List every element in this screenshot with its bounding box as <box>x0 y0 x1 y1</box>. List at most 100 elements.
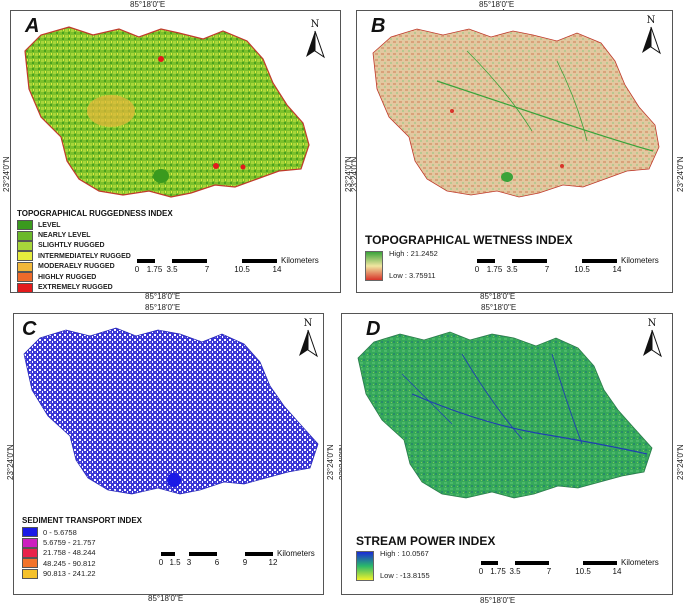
legend-item: 5.6759 - 21.757 <box>22 537 142 548</box>
map-b <box>372 28 660 198</box>
scale-bar-tick-label: 0 <box>474 265 480 274</box>
legend-item: SLIGHTLY RUGGED <box>17 240 173 251</box>
scale-bar-segment <box>477 259 495 263</box>
coord-lon-mid-left: 85°18'0"E <box>145 292 181 301</box>
scale-bar-tick-label: 1.75 <box>146 265 163 274</box>
coord-lon-mid2-right: 85°18'0"E <box>481 303 517 312</box>
coord-lat-b-right: 23°24'0"N <box>676 156 685 192</box>
legend-b: TOPOGRAPHICAL WETNESS INDEX High : 21.24… <box>365 233 573 281</box>
coord-lon-mid-right: 85°18'0"E <box>480 292 516 301</box>
legend-high-d: High : 10.0567 <box>380 549 429 558</box>
legend-item: 0 - 5.6758 <box>22 527 142 538</box>
scale-bar-unit: Kilometers <box>621 256 659 265</box>
scale-bar-tick-label: 9 <box>242 558 248 567</box>
north-arrow-icon: N <box>299 318 318 358</box>
coord-lon-top-left: 85°18'0"E <box>130 0 166 9</box>
scale-bar-tick-label: 3.5 <box>166 265 178 274</box>
panel-a: A N TOPOGRAPHICAL RUGGEDNESS INDEX LEVEL… <box>10 10 341 293</box>
legend-item: HIGHLY RUGGED <box>17 272 173 283</box>
legend-label: 48.245 - 90.812 <box>43 558 96 568</box>
scale-bar-unit: Kilometers <box>277 549 315 558</box>
north-arrow-icon: N <box>642 15 661 55</box>
legend-item: INTERMEDIATELY RUGGED <box>17 251 173 262</box>
legend-title-a: TOPOGRAPHICAL RUGGEDNESS INDEX <box>17 209 173 218</box>
legend-item: 90.813 - 241.22 <box>22 568 142 579</box>
legend-item: MODERAELY RUGGED <box>17 261 173 272</box>
color-ramp-b <box>365 251 383 281</box>
north-arrow-icon: N <box>643 318 662 358</box>
scale-bar-segment <box>154 259 172 263</box>
scale-bar-segment <box>217 552 245 556</box>
coord-lat-c-right: 23°24'0"N <box>326 444 335 480</box>
legend-label: EXTREMELY RUGGED <box>38 284 113 292</box>
scale-bar-segment <box>481 561 498 565</box>
legend-a: TOPOGRAPHICAL RUGGEDNESS INDEX LEVEL NEAR… <box>17 209 173 293</box>
scale-bar-tick-label: 0 <box>158 558 164 567</box>
legend-swatch <box>22 527 38 538</box>
scale-bar-tick-label: 7 <box>546 567 552 576</box>
scale-bar-segment <box>172 259 207 263</box>
map-c <box>23 327 319 495</box>
scale-bar-tick-label: 3 <box>186 558 192 567</box>
panel-label-a: A <box>25 15 40 37</box>
legend-swatch <box>22 568 38 579</box>
scale-bar-segment <box>515 561 549 565</box>
scale-bar-segment <box>512 259 547 263</box>
legend-label: 21.758 - 48.244 <box>43 548 96 558</box>
scale-bar-segment <box>547 259 582 263</box>
scale-bar-tick-label: 14 <box>272 265 282 274</box>
legend-label: SLIGHTLY RUGGED <box>38 242 105 250</box>
scale-bar-tick-label: 7 <box>544 265 550 274</box>
scale-bar-tick-label: 1.75 <box>486 265 503 274</box>
panel-b: B N TOPOGRAPHICAL WETNESS INDEX High : 2… <box>356 10 673 293</box>
panel-label-b: B <box>371 15 386 37</box>
map-d <box>357 331 653 499</box>
scale-bar-unit: Kilometers <box>621 558 659 567</box>
map-a <box>24 26 310 198</box>
legend-title-b: TOPOGRAPHICAL WETNESS INDEX <box>365 233 573 247</box>
coord-lat-d-right: 23°24'0"N <box>676 444 685 480</box>
scale-bar-b: 0 1.75 3.5 7 10.5 14 Kilometers <box>474 256 659 279</box>
scale-bar-segment <box>583 561 617 565</box>
scale-bar-segment <box>498 561 515 565</box>
scale-bar-a: 0 1.75 3.5 7 10.5 14 Kilometers <box>134 256 319 279</box>
legend-label: INTERMEDIATELY RUGGED <box>38 252 131 260</box>
scale-bar-tick-label: 3.5 <box>506 265 518 274</box>
scale-bar-segment <box>207 259 242 263</box>
legend-swatch <box>17 272 33 283</box>
legend-swatch <box>17 261 33 272</box>
svg-text:N: N <box>304 318 313 329</box>
svg-text:N: N <box>311 19 320 30</box>
panel-d: D N STREAM POWER INDEX High : 10.0567 Lo… <box>341 313 673 595</box>
legend-item: 48.245 - 90.812 <box>22 558 142 569</box>
scale-bar-tick-label: 10.5 <box>575 567 591 576</box>
scale-bar-tick-label: 14 <box>612 265 622 274</box>
scale-bar-segment <box>549 561 583 565</box>
color-ramp-d <box>356 551 374 581</box>
svg-text:N: N <box>648 318 657 329</box>
panel-label-c: C <box>22 318 37 340</box>
scale-bar-tick-label: 6 <box>214 558 220 567</box>
legend-item: LEVEL <box>17 220 173 231</box>
north-arrow-icon: N <box>306 19 325 59</box>
scale-bar-segment <box>494 259 512 263</box>
scale-bar-tick-label: 0 <box>134 265 140 274</box>
legend-title-c: SEDIMENT TRANSPORT INDEX <box>22 516 143 525</box>
scale-bar-c: 0 1.5 3 6 9 12 Kilometers <box>158 549 315 572</box>
legend-label: HIGHLY RUGGED <box>38 273 97 281</box>
legend-swatch <box>22 558 38 569</box>
svg-text:N: N <box>647 15 656 26</box>
scale-bar-segment <box>242 259 277 263</box>
legend-title-d: STREAM POWER INDEX <box>356 534 496 548</box>
legend-label: 0 - 5.6758 <box>43 527 77 537</box>
legend-swatch <box>17 282 33 293</box>
legend-label: 5.6759 - 21.757 <box>43 538 96 548</box>
legend-label: MODERAELY RUGGED <box>38 263 115 271</box>
legend-item: EXTREMELY RUGGED <box>17 282 173 293</box>
scale-bar-tick-label: 10.5 <box>574 265 590 274</box>
scale-bar-tick-label: 1.75 <box>490 567 506 576</box>
legend-label: LEVEL <box>38 221 61 229</box>
legend-swatch <box>17 251 33 262</box>
legend-label: NEARLY LEVEL <box>38 232 91 240</box>
scale-bar-segment <box>137 259 155 263</box>
